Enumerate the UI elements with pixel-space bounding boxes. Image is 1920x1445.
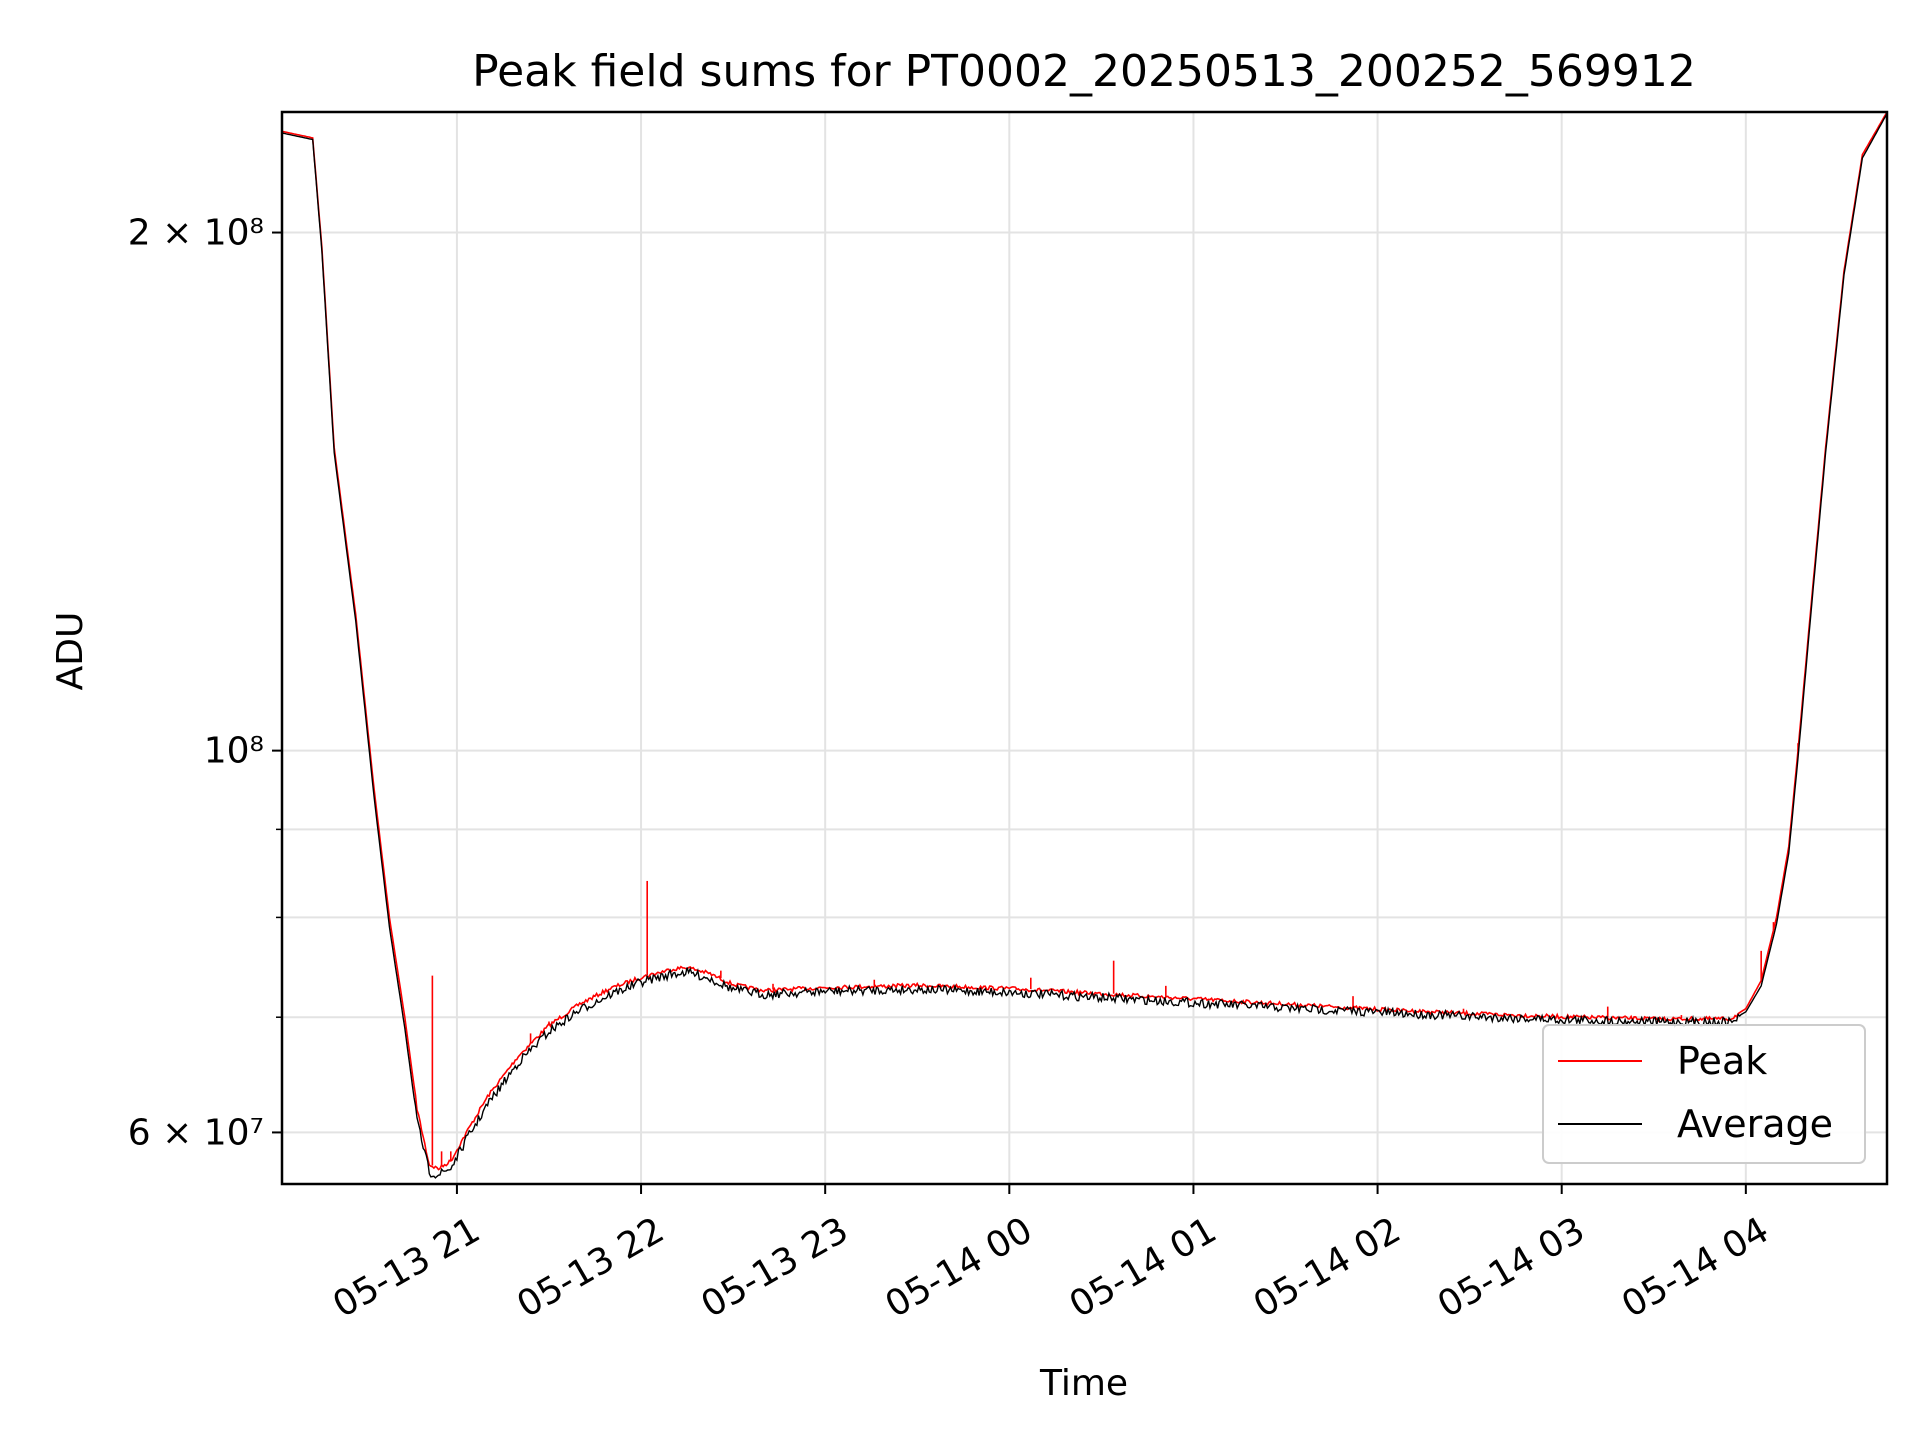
y-tick-label: 2 × 10⁸ (128, 213, 264, 254)
legend-label-average: Average (1677, 1102, 1833, 1146)
legend: Peak Average (1542, 1024, 1866, 1164)
plot-frame (280, 110, 1889, 1186)
chart-title: Peak field sums for PT0002_20250513_2002… (472, 46, 1696, 97)
legend-label-peak: Peak (1677, 1039, 1767, 1083)
series-layer (282, 112, 1887, 1179)
y-axis-label: ADU (50, 612, 91, 691)
legend-box (1542, 1024, 1866, 1164)
series-line-average (282, 113, 1887, 1179)
y-tick-label: 10⁸ (204, 731, 264, 772)
grid-lines (282, 112, 1887, 1184)
y-tick-label: 6 × 10⁷ (128, 1112, 264, 1153)
x-axis-label: Time (1039, 1363, 1128, 1404)
